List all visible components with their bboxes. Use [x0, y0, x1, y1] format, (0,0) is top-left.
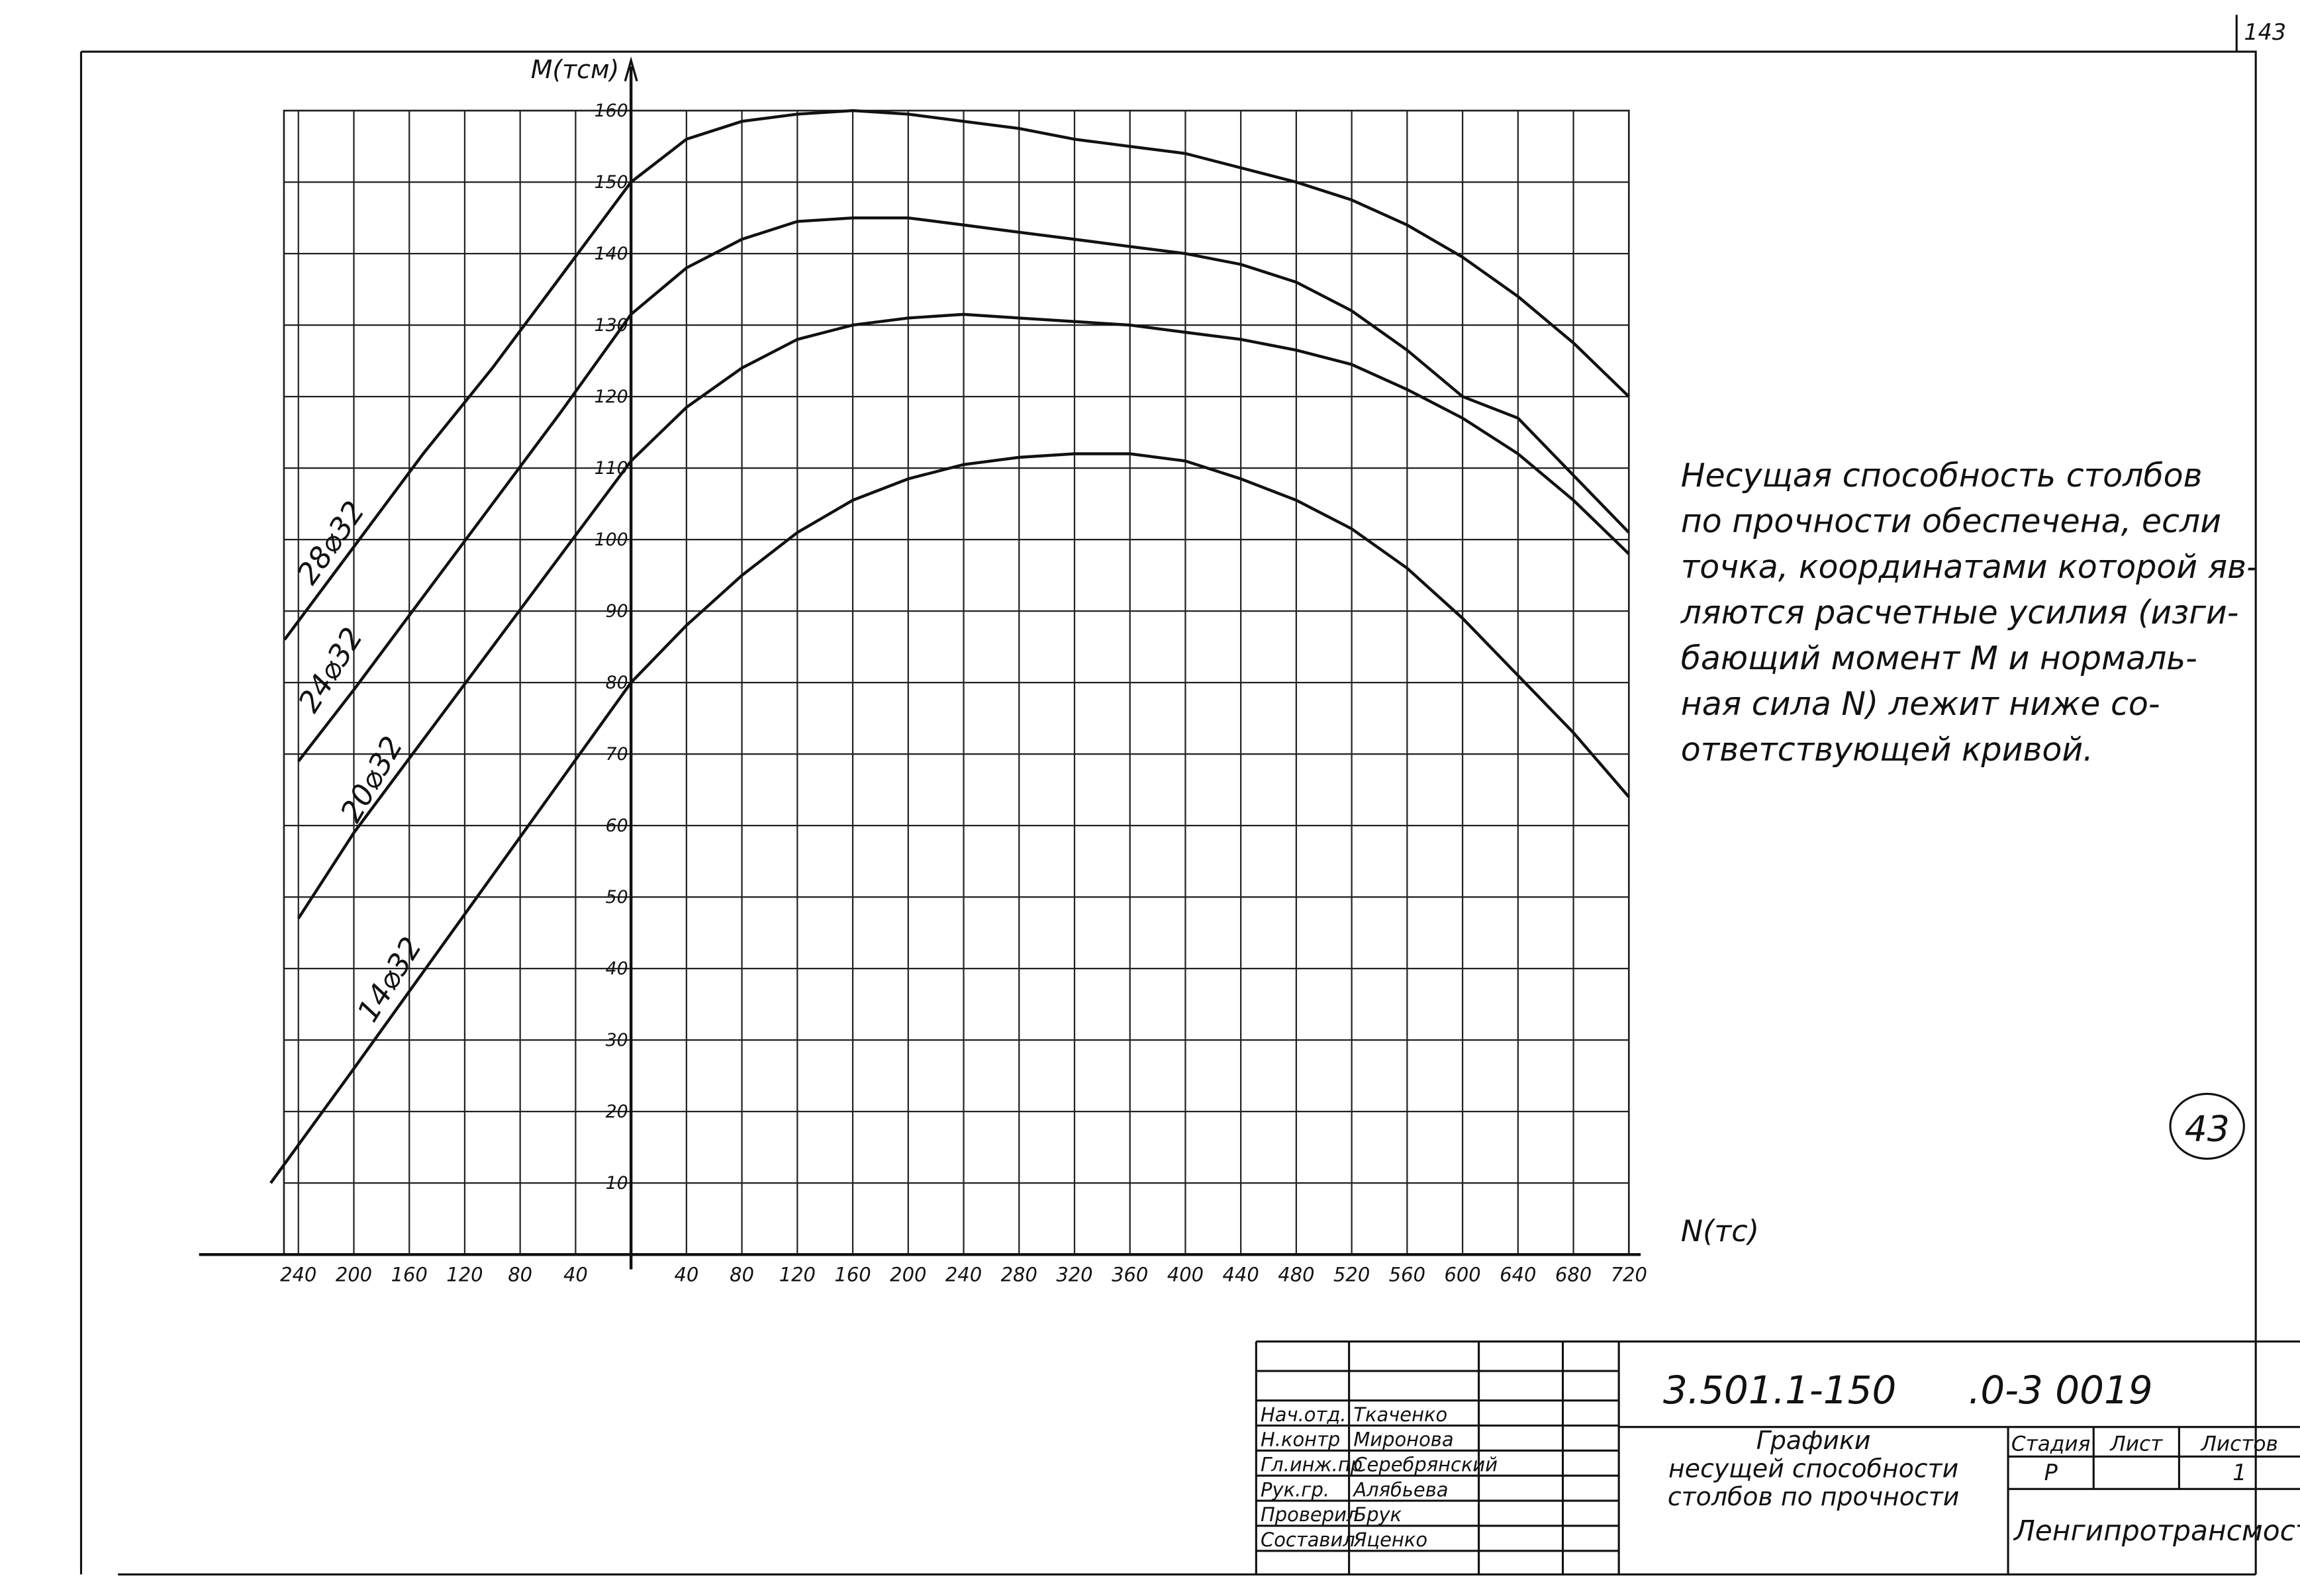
title-line: несущей способности	[1668, 1454, 1958, 1483]
note-line: бающий момент M и нормаль-	[1681, 639, 2197, 677]
curve	[297, 216, 1630, 763]
x-tick-label: 400	[1167, 1263, 1204, 1286]
stamp-circle	[2169, 1092, 2245, 1160]
x-tick-label: 600	[1444, 1263, 1480, 1286]
y-axis-title: M(тсм)	[531, 55, 620, 84]
y-tick-label: 70	[606, 744, 628, 765]
y-tick-label: 150	[595, 172, 628, 193]
stamp-number: 43	[2185, 1108, 2230, 1150]
role: Нач.отд.	[1261, 1403, 1347, 1426]
note-line: ляются расчетные усилия (изги-	[1680, 594, 2239, 632]
x-tick-label: 80	[508, 1263, 532, 1286]
x-tick-label: 360	[1112, 1263, 1148, 1286]
organization: Ленгипротрансмост	[2013, 1515, 2300, 1547]
role: Гл.инж.пр	[1261, 1454, 1363, 1476]
x-tick-label: 560	[1389, 1263, 1425, 1286]
role: Проверил	[1261, 1503, 1359, 1526]
x-tick-label: 40	[563, 1263, 588, 1286]
x-tick-label: 160	[391, 1263, 428, 1286]
doc-code: 3.501.1-150	[1663, 1368, 1896, 1413]
curve	[297, 312, 1630, 919]
person: Алябьева	[1352, 1478, 1448, 1501]
sheet-frame	[79, 50, 2257, 1575]
x-tick-label: 680	[1555, 1263, 1592, 1286]
note: Несущая способность столбов по прочности …	[1680, 457, 2258, 769]
title-block: 3.501.1-150 .0-3 0019 Стадия Лист Листов…	[1255, 1340, 2300, 1575]
y-tick-label: 10	[606, 1173, 628, 1194]
x-tick-label: 440	[1223, 1263, 1259, 1286]
role: Составил	[1261, 1528, 1355, 1551]
x-tick-label: 200	[336, 1263, 372, 1286]
role: Рук.гр.	[1261, 1478, 1329, 1501]
curve-label: 24⌀32	[291, 622, 369, 718]
title-block-people: Нач.отд. Ткаченко Н.контр Миронова Гл.инж.пр…	[1261, 1403, 1959, 1551]
person: Ткаченко	[1353, 1403, 1447, 1426]
stage-header: Стадия	[2011, 1432, 2091, 1456]
sheets: 1	[2232, 1460, 2246, 1485]
y-tick-label: 30	[606, 1030, 628, 1051]
y-tick-label: 140	[595, 244, 628, 264]
x-tick-label: 120	[779, 1263, 816, 1286]
curve	[283, 109, 1630, 641]
y-tick-label: 110	[595, 458, 628, 479]
x-tick-label: 720	[1611, 1263, 1647, 1286]
x-axis-title: N(тс)	[1681, 1214, 1759, 1248]
stage: Р	[2044, 1460, 2058, 1485]
x-tick-label: 320	[1056, 1263, 1092, 1286]
plot-frame	[283, 109, 1630, 1255]
person: Брук	[1353, 1503, 1402, 1526]
x-tick-label: 240	[945, 1263, 982, 1286]
doc-number: .0-3 0019	[1968, 1368, 2153, 1413]
note-line: ная сила N) лежит ниже со-	[1681, 685, 2160, 723]
note-line: ответствующей кривой.	[1681, 731, 2093, 769]
note-line: по прочности обеспечена, если	[1681, 502, 2221, 540]
curve	[269, 452, 1630, 1184]
note-line: Несущая способность столбов	[1681, 457, 2203, 494]
x-tick-label: 200	[890, 1263, 926, 1286]
title-line: столбов по прочности	[1668, 1482, 1960, 1511]
sheet-header: Лист	[2109, 1432, 2163, 1456]
note-line: точка, координатами которой яв-	[1681, 548, 2258, 586]
y-axis-arrow	[624, 56, 638, 82]
role: Н.контр	[1261, 1429, 1340, 1451]
sheet-number: 143	[2244, 19, 2286, 45]
x-tick-label: 480	[1278, 1263, 1314, 1286]
x-tick-label: 640	[1500, 1263, 1536, 1286]
y-tick-label: 50	[606, 887, 628, 908]
y-tick-label: 40	[606, 959, 628, 979]
x-tick-label: 280	[1001, 1263, 1037, 1286]
y-tick-label: 90	[606, 601, 628, 622]
title-block-lines	[1255, 1340, 2300, 1575]
y-tick-label: 120	[595, 387, 628, 407]
title-line: Графики	[1756, 1426, 1871, 1455]
x-tick-label: 160	[834, 1263, 871, 1286]
person: Яценко	[1353, 1528, 1427, 1551]
x-tick-label: 520	[1333, 1263, 1370, 1286]
y-tick-label: 60	[606, 816, 628, 836]
x-tick-label: 240	[280, 1263, 316, 1286]
y-tick-label: 160	[595, 101, 628, 121]
person: Серебрянский	[1353, 1454, 1498, 1476]
x-tick-label: 80	[730, 1263, 754, 1286]
sheets-header: Листов	[2201, 1432, 2278, 1456]
y-tick-label: 20	[606, 1102, 628, 1122]
y-tick-label: 100	[595, 530, 628, 550]
curve-label: 20⌀32	[334, 731, 410, 828]
person: Миронова	[1353, 1429, 1453, 1451]
x-tick-label: 40	[674, 1263, 698, 1286]
x-tick-label: 120	[446, 1263, 483, 1286]
